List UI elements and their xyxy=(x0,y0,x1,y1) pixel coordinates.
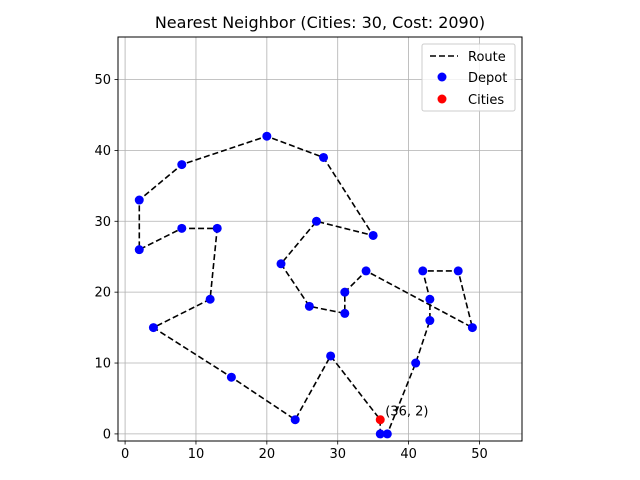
depot-point xyxy=(425,294,435,304)
point-layer xyxy=(134,131,477,439)
x-tick-label: 10 xyxy=(188,447,205,462)
city-point xyxy=(375,415,385,425)
point-annotation: (36, 2) xyxy=(385,405,428,420)
x-tick-label: 50 xyxy=(471,447,488,462)
depot-point xyxy=(134,245,144,255)
route-line xyxy=(138,135,474,435)
depot-point xyxy=(411,358,421,368)
y-tick-label: 40 xyxy=(94,144,111,159)
legend-route-label: Route xyxy=(468,50,506,65)
depot-point xyxy=(262,131,272,141)
depot-point xyxy=(177,160,187,170)
depot-point xyxy=(361,266,371,276)
depot-point xyxy=(340,287,350,297)
y-tick-label: 20 xyxy=(94,286,111,301)
depot-point xyxy=(148,323,158,333)
depot-point xyxy=(205,294,215,304)
x-tick-label: 30 xyxy=(329,447,346,462)
depot-point xyxy=(311,216,321,226)
legend-depot-swatch xyxy=(437,72,447,82)
depot-point xyxy=(375,429,385,439)
annotation-layer: (36, 2) xyxy=(385,405,428,420)
depot-point xyxy=(368,230,378,240)
y-tick-label: 50 xyxy=(94,73,111,88)
depot-point xyxy=(212,223,222,233)
depot-point xyxy=(304,301,314,311)
depot-point xyxy=(467,323,477,333)
depot-point xyxy=(326,351,336,361)
depot-point xyxy=(340,308,350,318)
tick-layer: 0 10 20 30 40 50 0 10 20 30 40 50 xyxy=(94,73,487,462)
legend-box xyxy=(421,43,516,112)
depot-point xyxy=(290,415,300,425)
legend-cities-label: Cities xyxy=(468,93,504,108)
y-tick-label: 0 xyxy=(103,427,111,442)
depot-point xyxy=(177,223,187,233)
x-tick-label: 40 xyxy=(400,447,417,462)
route-layer xyxy=(138,135,474,435)
depot-point xyxy=(276,259,286,269)
legend: Route Depot Cities xyxy=(421,43,516,112)
legend-cities-swatch xyxy=(437,94,447,104)
depot-point xyxy=(382,429,392,439)
x-tick-label: 0 xyxy=(121,447,129,462)
chart-title: Nearest Neighbor (Cities: 30, Cost: 2090… xyxy=(155,13,485,32)
y-tick-label: 10 xyxy=(94,357,111,372)
depot-point xyxy=(134,195,144,205)
depot-point xyxy=(418,266,428,276)
x-tick-label: 20 xyxy=(259,447,276,462)
plot-frame xyxy=(117,36,523,442)
depot-point xyxy=(319,152,329,162)
depot-point xyxy=(425,316,435,326)
legend-depot-label: Depot xyxy=(468,71,507,86)
depot-point xyxy=(453,266,463,276)
y-tick-label: 30 xyxy=(94,215,111,230)
depot-point xyxy=(226,372,236,382)
